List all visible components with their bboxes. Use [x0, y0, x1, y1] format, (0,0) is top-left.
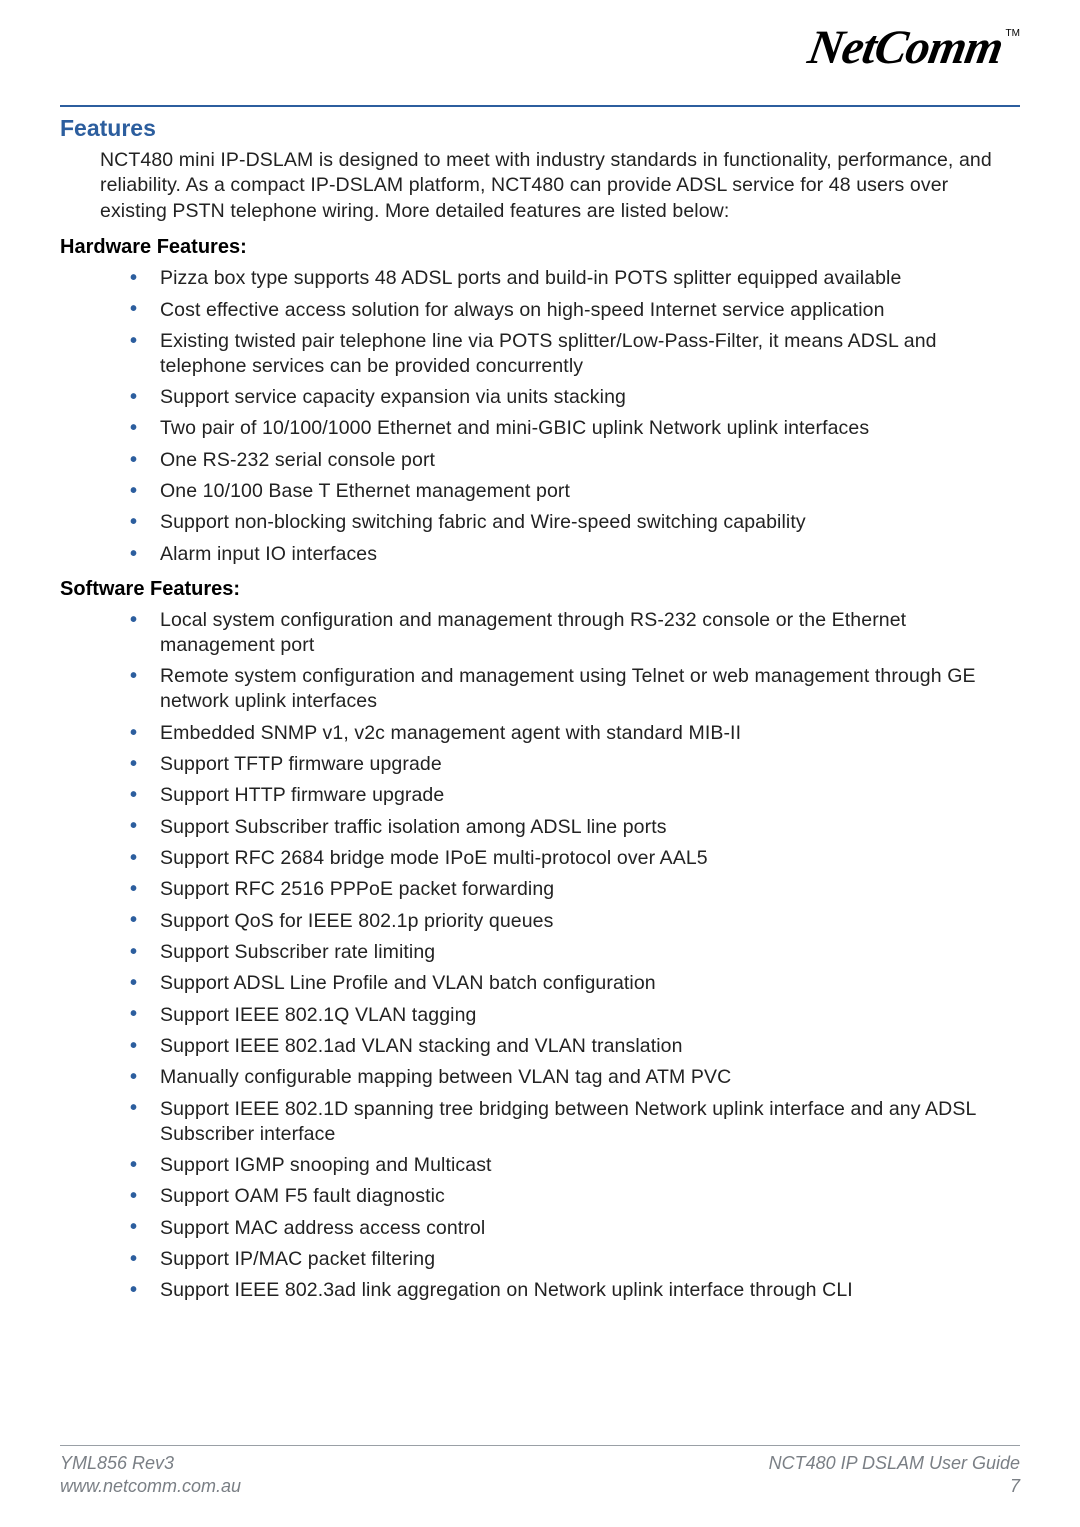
list-item: Manually configurable mapping between VL…: [130, 1062, 1020, 1093]
footer-doc-rev: YML856 Rev3: [60, 1452, 241, 1475]
header-divider: [60, 105, 1020, 107]
footer-doc-title: NCT480 IP DSLAM User Guide: [769, 1452, 1020, 1475]
list-item: Support service capacity expansion via u…: [130, 382, 1020, 413]
list-item: Support Subscriber traffic isolation amo…: [130, 811, 1020, 842]
list-item: Support ADSL Line Profile and VLAN batch…: [130, 968, 1020, 999]
list-item: Support non-blocking switching fabric an…: [130, 507, 1020, 538]
software-list: Local system configuration and managemen…: [130, 605, 1020, 1306]
hardware-heading: Hardware Features:: [60, 236, 1020, 259]
list-item: Support QoS for IEEE 802.1p priority que…: [130, 905, 1020, 936]
list-item: Support Subscriber rate limiting: [130, 937, 1020, 968]
list-item: Embedded SNMP v1, v2c management agent w…: [130, 718, 1020, 749]
hardware-list: Pizza box type supports 48 ADSL ports an…: [130, 263, 1020, 570]
footer-right: NCT480 IP DSLAM User Guide 7: [769, 1452, 1020, 1497]
list-item: Support HTTP firmware upgrade: [130, 780, 1020, 811]
list-item: Support OAM F5 fault diagnostic: [130, 1181, 1020, 1212]
software-heading: Software Features:: [60, 578, 1020, 601]
list-item: Remote system configuration and manageme…: [130, 661, 1020, 717]
list-item: Support IEEE 802.1D spanning tree bridgi…: [130, 1093, 1020, 1149]
footer-page-number: 7: [769, 1475, 1020, 1498]
list-item: Two pair of 10/100/1000 Ethernet and min…: [130, 413, 1020, 444]
list-item: Support MAC address access control: [130, 1212, 1020, 1243]
intro-paragraph: NCT480 mini IP-DSLAM is designed to meet…: [100, 148, 1020, 224]
list-item: Support TFTP firmware upgrade: [130, 749, 1020, 780]
logo-tm: TM: [1006, 28, 1020, 39]
footer-left: YML856 Rev3 www.netcomm.com.au: [60, 1452, 241, 1497]
footer-url: www.netcomm.com.au: [60, 1475, 241, 1498]
list-item: One RS-232 serial console port: [130, 445, 1020, 476]
list-item: Support IEEE 802.1ad VLAN stacking and V…: [130, 1031, 1020, 1062]
list-item: Support IP/MAC packet filtering: [130, 1244, 1020, 1275]
list-item: Support IEEE 802.1Q VLAN tagging: [130, 999, 1020, 1030]
brand-logo: NetComm TM: [809, 20, 1020, 75]
page-footer: YML856 Rev3 www.netcomm.com.au NCT480 IP…: [60, 1445, 1020, 1497]
list-item: Support IGMP snooping and Multicast: [130, 1150, 1020, 1181]
list-item: Support RFC 2516 PPPoE packet forwarding: [130, 874, 1020, 905]
list-item: Pizza box type supports 48 ADSL ports an…: [130, 263, 1020, 294]
list-item: One 10/100 Base T Ethernet management po…: [130, 476, 1020, 507]
list-item: Support IEEE 802.3ad link aggregation on…: [130, 1275, 1020, 1306]
logo-text: NetComm: [804, 20, 1007, 75]
list-item: Alarm input IO interfaces: [130, 539, 1020, 570]
list-item: Local system configuration and managemen…: [130, 605, 1020, 661]
section-title: Features: [60, 115, 1020, 142]
list-item: Existing twisted pair telephone line via…: [130, 326, 1020, 382]
list-item: Support RFC 2684 bridge mode IPoE multi-…: [130, 843, 1020, 874]
list-item: Cost effective access solution for alway…: [130, 294, 1020, 325]
